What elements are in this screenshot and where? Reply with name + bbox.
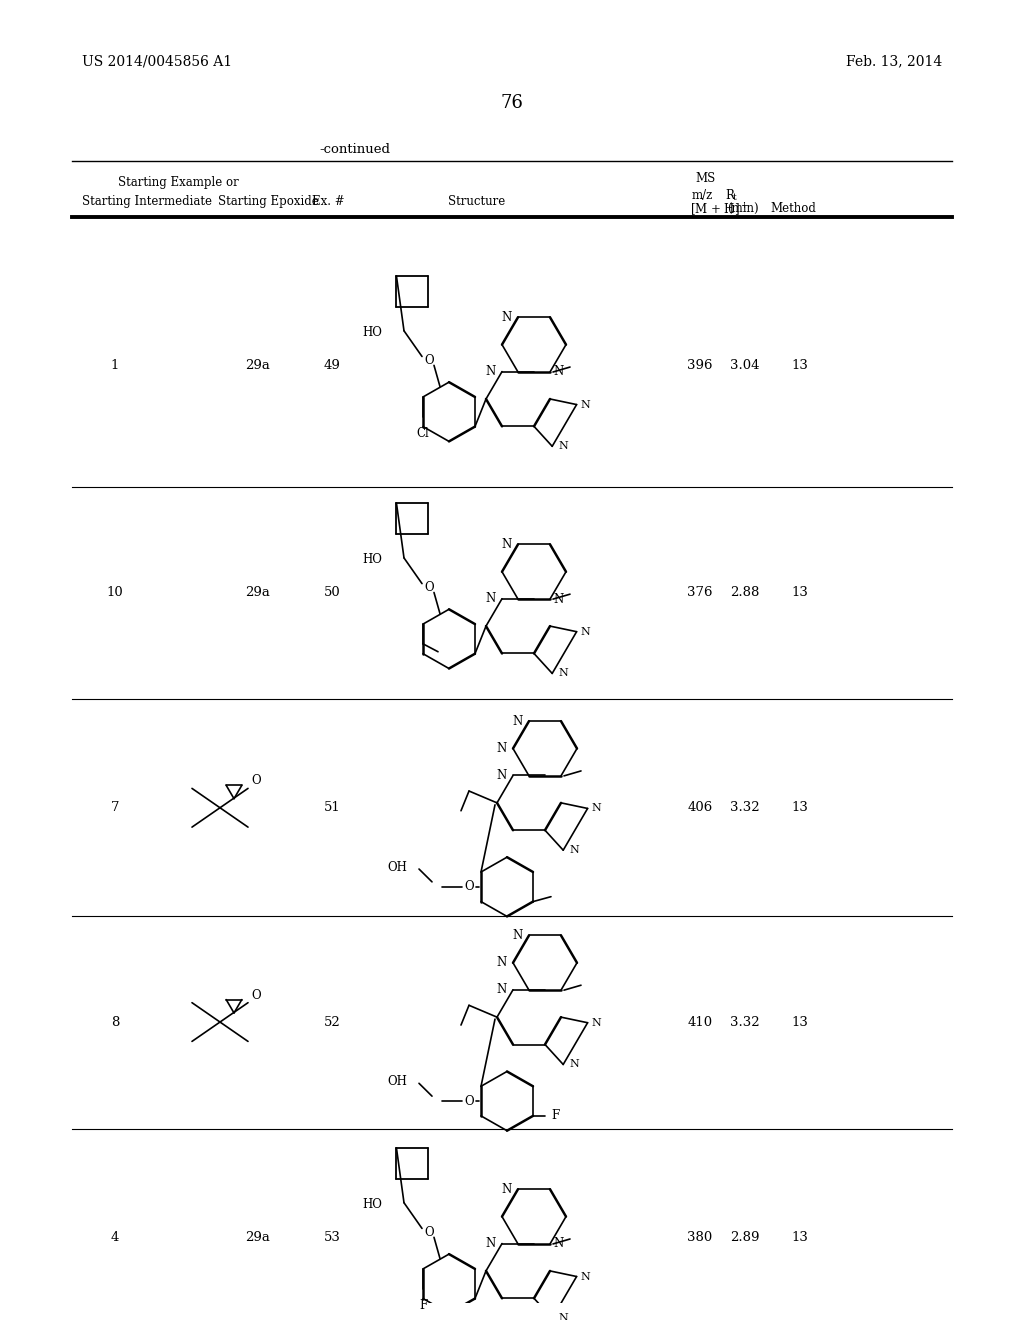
Text: F: F [419, 1299, 427, 1312]
Text: N: N [558, 1313, 568, 1320]
Text: O: O [424, 581, 434, 594]
Text: O: O [424, 354, 434, 367]
Text: [M + H]$^+$: [M + H]$^+$ [690, 202, 749, 219]
Text: Starting Example or: Starting Example or [118, 176, 239, 189]
Text: Structure: Structure [449, 194, 505, 207]
Text: US 2014/0045856 A1: US 2014/0045856 A1 [82, 54, 232, 69]
Text: HO: HO [362, 1199, 382, 1212]
Text: t: t [733, 193, 736, 202]
Text: 2.88: 2.88 [730, 586, 760, 599]
Text: OH: OH [387, 1074, 407, 1088]
Text: O: O [464, 880, 474, 894]
Text: 4: 4 [111, 1230, 119, 1243]
Text: N: N [592, 804, 601, 813]
Text: N: N [497, 770, 507, 781]
Text: O: O [251, 775, 261, 788]
Text: Feb. 13, 2014: Feb. 13, 2014 [846, 54, 942, 69]
Text: HO: HO [362, 553, 382, 566]
Text: 13: 13 [792, 586, 808, 599]
Text: Cl: Cl [417, 426, 429, 440]
Text: Starting Intermediate: Starting Intermediate [82, 194, 212, 207]
Text: 3.32: 3.32 [730, 1015, 760, 1028]
Text: N: N [581, 400, 591, 409]
Text: N: N [497, 983, 507, 997]
Text: 2.89: 2.89 [730, 1230, 760, 1243]
Text: 76: 76 [501, 94, 523, 112]
Text: N: N [581, 627, 591, 636]
Text: O: O [424, 1226, 434, 1239]
Text: O: O [251, 989, 261, 1002]
Text: m/z: m/z [692, 189, 714, 202]
Text: N: N [553, 1237, 563, 1250]
Text: Starting Epoxide: Starting Epoxide [218, 194, 318, 207]
Text: 380: 380 [687, 1230, 713, 1243]
Text: -continued: -continued [319, 143, 390, 156]
Text: Method: Method [770, 202, 816, 215]
Text: 8: 8 [111, 1015, 119, 1028]
Text: N: N [581, 1271, 591, 1282]
Text: 376: 376 [687, 586, 713, 599]
Text: N: N [497, 742, 507, 755]
Text: N: N [569, 845, 579, 855]
Text: 1: 1 [111, 359, 119, 372]
Text: N: N [558, 441, 568, 451]
Text: MS: MS [695, 172, 715, 185]
Text: N: N [569, 1060, 579, 1069]
Text: N: N [553, 366, 563, 379]
Text: HO: HO [362, 326, 382, 339]
Text: O: O [464, 1094, 474, 1107]
Text: 29a: 29a [246, 1230, 270, 1243]
Text: N: N [553, 593, 563, 606]
Text: N: N [485, 593, 496, 606]
Text: R: R [725, 189, 734, 202]
Text: 51: 51 [324, 801, 340, 814]
Text: 13: 13 [792, 1015, 808, 1028]
Text: 49: 49 [324, 359, 340, 372]
Text: 396: 396 [687, 359, 713, 372]
Text: 53: 53 [324, 1230, 340, 1243]
Text: 3.04: 3.04 [730, 359, 760, 372]
Text: 7: 7 [111, 801, 119, 814]
Text: N: N [485, 1237, 496, 1250]
Text: N: N [558, 668, 568, 678]
Text: 29a: 29a [246, 586, 270, 599]
Text: 50: 50 [324, 586, 340, 599]
Text: N: N [497, 956, 507, 969]
Text: OH: OH [387, 861, 407, 874]
Text: N: N [592, 1018, 601, 1028]
Text: N: N [513, 714, 523, 727]
Text: F: F [551, 1109, 559, 1122]
Text: 13: 13 [792, 359, 808, 372]
Text: 52: 52 [324, 1015, 340, 1028]
Text: 13: 13 [792, 801, 808, 814]
Text: Ex. #: Ex. # [312, 194, 345, 207]
Text: 406: 406 [687, 801, 713, 814]
Text: 3.32: 3.32 [730, 801, 760, 814]
Text: (min): (min) [727, 202, 759, 215]
Text: N: N [485, 366, 496, 378]
Text: N: N [502, 537, 512, 550]
Text: N: N [513, 929, 523, 942]
Text: 10: 10 [106, 586, 123, 599]
Text: 29a: 29a [246, 359, 270, 372]
Text: 410: 410 [687, 1015, 713, 1028]
Text: 13: 13 [792, 1230, 808, 1243]
Text: N: N [502, 1183, 512, 1196]
Text: N: N [502, 310, 512, 323]
